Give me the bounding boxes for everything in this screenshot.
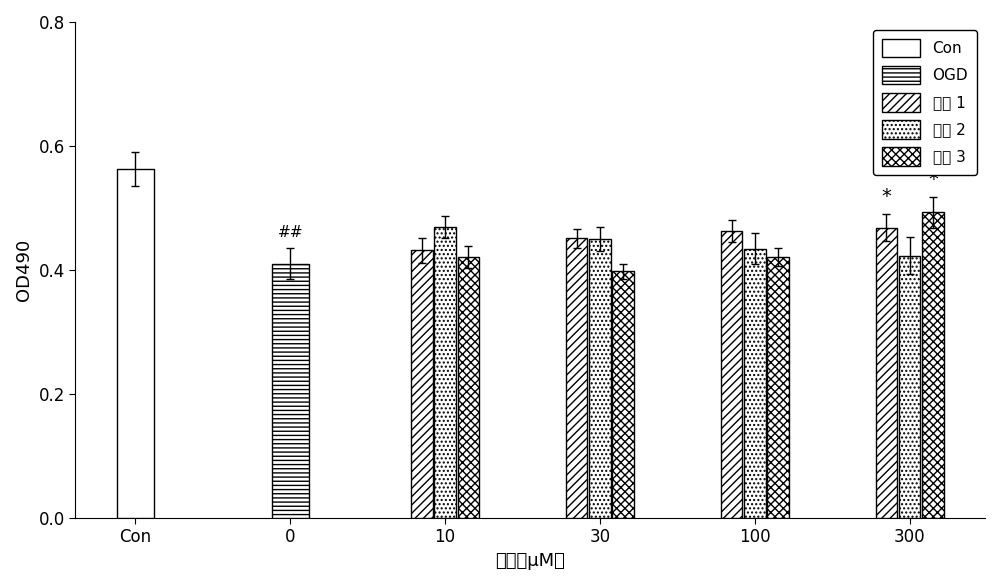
Bar bbox=[922, 212, 944, 518]
Bar bbox=[744, 249, 766, 518]
X-axis label: 浓度（μM）: 浓度（μM） bbox=[495, 552, 565, 570]
Legend: Con, OGD, 样哈 1, 样哈 2, 样哈 3: Con, OGD, 样哈 1, 样哈 2, 样哈 3 bbox=[873, 30, 977, 175]
Bar bbox=[434, 227, 456, 518]
Bar bbox=[411, 250, 433, 518]
Text: ##: ## bbox=[277, 225, 303, 240]
Y-axis label: OD490: OD490 bbox=[15, 239, 33, 301]
Bar bbox=[612, 271, 634, 518]
Bar bbox=[458, 257, 479, 518]
Text: *: * bbox=[928, 170, 938, 189]
Bar bbox=[767, 257, 789, 518]
Bar bbox=[876, 228, 897, 518]
Bar bbox=[721, 231, 742, 518]
Bar bbox=[589, 239, 611, 518]
Bar bbox=[899, 256, 920, 518]
Bar bbox=[117, 169, 154, 518]
Text: *: * bbox=[882, 187, 891, 206]
Bar bbox=[566, 239, 587, 518]
Bar bbox=[272, 264, 309, 518]
